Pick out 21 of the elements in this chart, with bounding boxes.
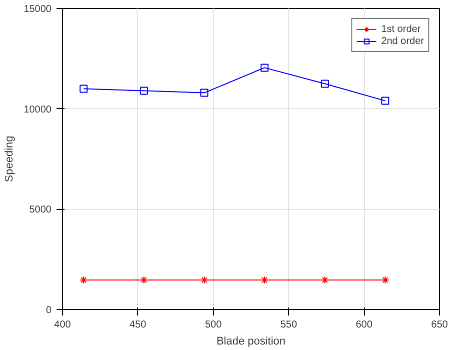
y-tick-label: 5000 <box>29 204 52 216</box>
point <box>140 86 148 95</box>
point <box>320 80 329 88</box>
x-tick-label: 600 <box>356 320 373 330</box>
x-tick-label: 450 <box>130 320 147 330</box>
point <box>260 64 269 72</box>
point <box>200 88 208 97</box>
x-tick-label: 500 <box>204 320 222 330</box>
x-tick-label: 550 <box>280 320 298 330</box>
x-tick-label: 650 <box>431 320 448 330</box>
y-axis-title: Speeding <box>4 136 16 182</box>
y-tick-label: 15000 <box>24 4 52 15</box>
legend-label: 1st order <box>381 23 421 35</box>
x-axis-title: Blade position <box>216 336 286 348</box>
point <box>381 96 390 105</box>
legend-label: 2nd order <box>381 35 424 47</box>
y-tick-label: 0 <box>46 305 52 316</box>
x-tick-label: 400 <box>54 320 72 330</box>
point <box>381 276 390 284</box>
point <box>80 84 88 93</box>
y-tick-label: 10000 <box>24 104 52 116</box>
